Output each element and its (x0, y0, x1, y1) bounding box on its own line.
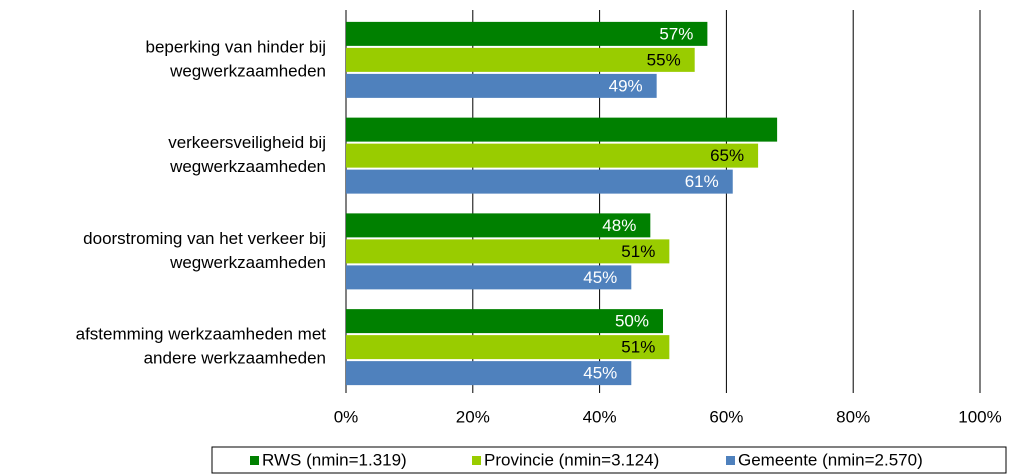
data-label: 51% (621, 338, 655, 357)
legend-swatch (472, 456, 481, 465)
x-tick-label: 60% (709, 407, 743, 426)
category-label: doorstroming van het verkeer bij (83, 229, 326, 248)
x-tick-label: 100% (958, 407, 1001, 426)
bar (346, 47, 695, 72)
legend-box (211, 446, 1007, 474)
data-label: 65% (710, 146, 744, 165)
data-label: 55% (647, 50, 681, 69)
bar (346, 117, 778, 142)
legend-label: Gemeente (nmin=2.570) (738, 450, 923, 469)
legend-label: Provincie (nmin=3.124) (484, 450, 659, 469)
data-label: 57% (659, 24, 693, 43)
data-label: 51% (621, 242, 655, 261)
data-label: 50% (615, 312, 649, 331)
bar (346, 73, 657, 98)
bar (346, 265, 632, 290)
category-label: verkeersveiligheid bij (168, 133, 326, 152)
category-label: andere werkzaamheden (144, 349, 326, 368)
category-label: afstemming werkzaamheden met (76, 325, 327, 344)
category-label: wegwerkzaamheden (169, 61, 326, 80)
bar (346, 169, 733, 194)
data-label: 61% (685, 172, 719, 191)
x-tick-label: 20% (456, 407, 490, 426)
bar (346, 21, 708, 46)
category-label: wegwerkzaamheden (169, 157, 326, 176)
data-label: 45% (583, 268, 617, 287)
legend-swatch (250, 456, 259, 465)
bar (346, 335, 670, 360)
data-label: 49% (609, 76, 643, 95)
data-label: 48% (602, 216, 636, 235)
x-tick-label: 80% (836, 407, 870, 426)
legend-swatch (726, 456, 735, 465)
category-label: wegwerkzaamheden (169, 253, 326, 272)
legend-label: RWS (nmin=1.319) (262, 450, 407, 469)
bar (346, 309, 663, 334)
bar (346, 143, 759, 168)
data-label: 45% (583, 364, 617, 383)
bar (346, 213, 651, 238)
bar (346, 361, 632, 386)
x-tick-label: 0% (334, 407, 359, 426)
category-label: beperking van hinder bij (145, 37, 326, 56)
x-tick-label: 40% (583, 407, 617, 426)
bar (346, 239, 670, 264)
